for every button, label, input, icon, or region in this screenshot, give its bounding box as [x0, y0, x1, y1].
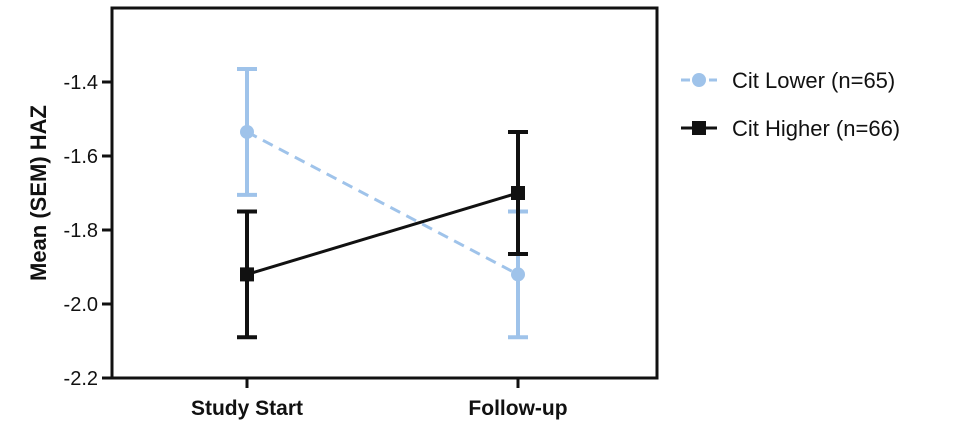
- data-point: [240, 124, 254, 139]
- legend: Cit Lower (n=65) Cit Higher (n=66): [681, 68, 900, 141]
- legend-item-2: Cit Higher (n=66): [681, 116, 900, 141]
- data-point: [240, 267, 254, 282]
- legend-label: Cit Higher (n=66): [732, 116, 900, 141]
- y-axis-title: Mean (SEM) HAZ: [26, 105, 51, 281]
- series-2: [237, 129, 528, 340]
- x-tick-label: Follow-up: [468, 397, 567, 420]
- legend-item-1: Cit Lower (n=65): [681, 68, 895, 93]
- y-tick-label: -1.6: [64, 146, 98, 168]
- legend-marker: [692, 121, 706, 135]
- data-point: [511, 186, 525, 200]
- series-line: [246, 191, 519, 276]
- data-point: [511, 267, 525, 282]
- series-layer: [237, 67, 528, 340]
- y-axis: -1.4 -1.6 -1.8 -2.0 -2.2: [64, 72, 112, 390]
- series-line: [246, 130, 519, 276]
- legend-marker: [692, 73, 706, 87]
- axes: [110, 6, 659, 380]
- y-tick-label: -2.2: [64, 368, 98, 390]
- y-tick-label: -1.4: [64, 72, 98, 94]
- x-axis: Study Start Follow-up: [191, 378, 568, 420]
- y-tick-label: -2.0: [64, 294, 98, 316]
- plot-frame: [110, 6, 659, 380]
- x-tick-label: Study Start: [191, 397, 303, 420]
- legend-label: Cit Lower (n=65): [732, 68, 895, 93]
- y-tick-label: -1.8: [64, 220, 98, 242]
